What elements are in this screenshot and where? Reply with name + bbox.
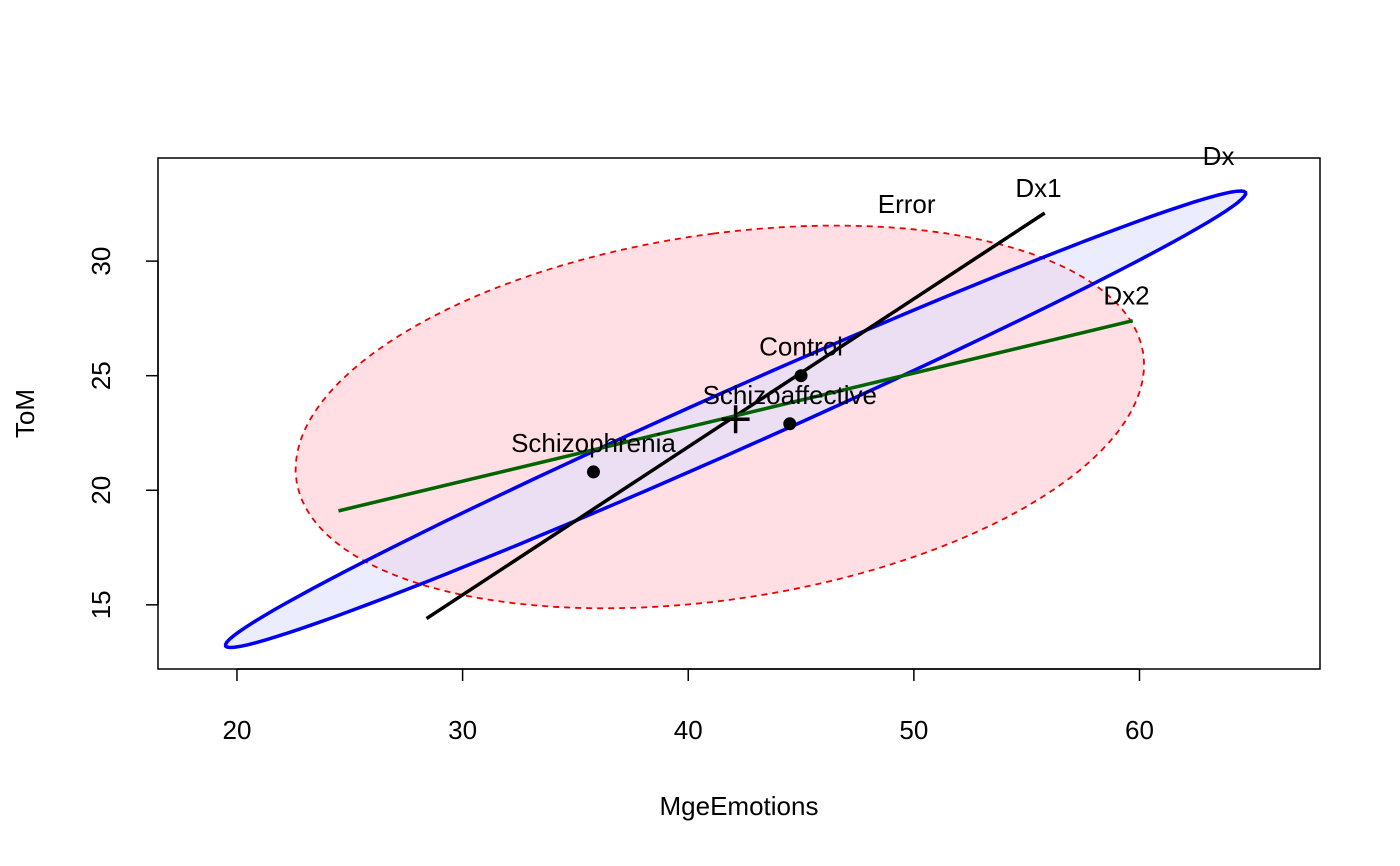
error-ellipse-label: Error <box>878 189 936 219</box>
grand-mean-marker <box>721 405 750 434</box>
y-axis-title: ToM <box>10 389 40 438</box>
y-tick-label-15: 15 <box>86 590 116 619</box>
point-schizoaffective <box>783 417 797 431</box>
point-schizophrenia <box>586 465 600 479</box>
x-tick-label-30: 30 <box>448 715 477 745</box>
dx1-axis-label: Dx1 <box>1015 173 1061 203</box>
x-tick-label-50: 50 <box>899 715 928 745</box>
y-tick-label-20: 20 <box>86 476 116 505</box>
y-axis: 15 20 25 30 <box>86 247 159 619</box>
x-axis-title: MgeEmotions <box>660 791 819 821</box>
y-tick-label-25: 25 <box>86 361 116 390</box>
x-axis: 20 30 40 50 60 <box>223 668 1154 745</box>
x-tick-label-20: 20 <box>223 715 252 745</box>
ellipse-outline-layer <box>223 189 1248 650</box>
point-label-schizoaffective: Schizoaffective <box>703 380 877 410</box>
dx2-axis-label: Dx2 <box>1103 281 1149 311</box>
point-control <box>794 369 808 383</box>
group-points: Control Schizoaffective Schizophrenia <box>511 332 877 479</box>
error-ellipse-outline <box>294 224 1145 610</box>
point-label-control: Control <box>759 332 843 362</box>
point-label-schizophrenia: Schizophrenia <box>511 428 676 458</box>
dx-ellipse-outline <box>223 189 1248 650</box>
dx-ellipse-label: Dx <box>1203 141 1235 171</box>
x-tick-label-40: 40 <box>674 715 703 745</box>
y-tick-label-30: 30 <box>86 247 116 276</box>
x-tick-label-60: 60 <box>1125 715 1154 745</box>
